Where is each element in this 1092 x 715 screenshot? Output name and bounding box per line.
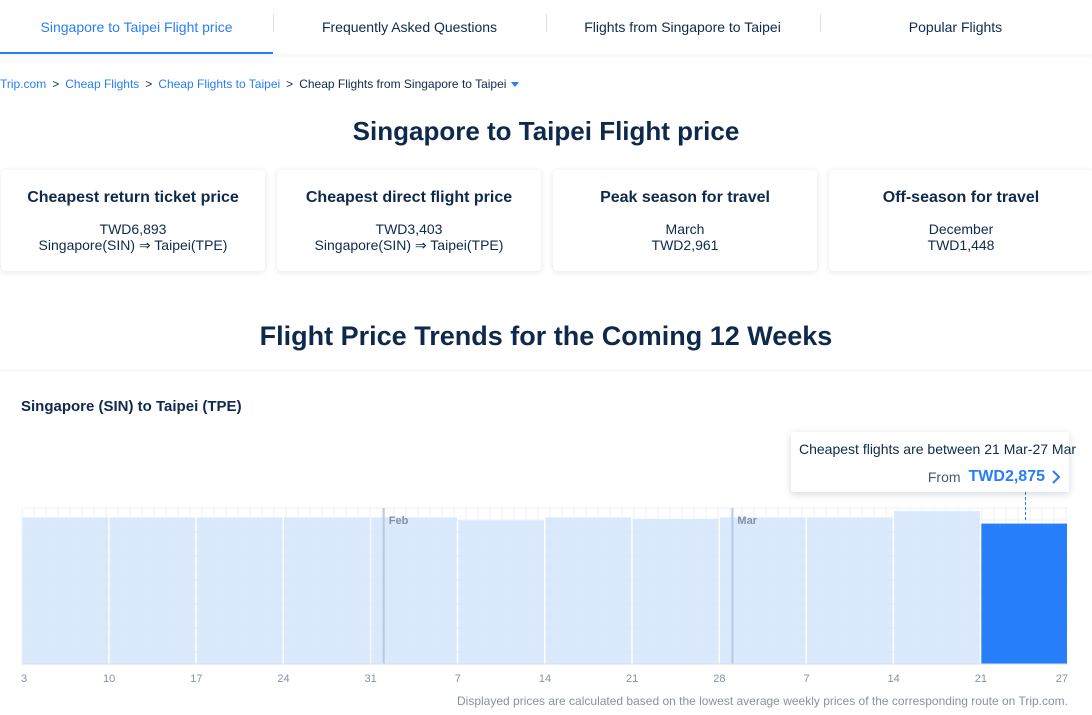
chart-bar [109,517,196,664]
breadcrumb-link-cheap-flights[interactable]: Cheap Flights [65,77,140,91]
tooltip-price: TWD2,875 [968,468,1045,485]
x-tick-label: 21 [626,673,638,685]
breadcrumb: Trip.com > Cheap Flights > Cheap Flights… [0,76,520,92]
price-card-off-season: Off-season for travel December TWD1,448 [829,170,1092,271]
chart-bar-highlight [981,523,1067,664]
card-title: Cheapest return ticket price [27,189,239,206]
tooltip-text: Cheapest flights are between 21 Mar-27 M… [799,441,1077,457]
price-trend-chart: Feb Mar 3 10 17 24 31 7 14 21 28 7 14 21 27 [21,507,1068,685]
tab-flight-price[interactable]: Singapore to Taipei Flight price [0,0,273,54]
x-tick-label: 14 [888,673,900,685]
breadcrumb-link-home[interactable]: Trip.com [0,77,47,91]
tab-divider [273,14,274,32]
card-value: TWD6,893 [99,221,167,237]
card-title: Off-season for travel [882,189,1040,206]
card-value: TWD3,403 [375,221,443,237]
chart-bar [894,511,980,664]
x-tick-label: 7 [455,673,461,685]
caret-down-icon[interactable] [511,81,520,87]
month-marker-label: Feb [389,515,409,527]
breadcrumb-link-cheap-flights-taipei[interactable]: Cheap Flights to Taipei [158,77,281,91]
x-tick-label: 3 [21,673,27,685]
route-label: Singapore (SIN) to Taipei (TPE) [21,398,242,415]
card-detail: Singapore(SIN) ⇒ Taipei(TPE) [38,237,228,253]
cheapest-week-tooltip: Cheapest flights are between 21 Mar-27 M… [791,432,1076,492]
tooltip-from-label: From [927,469,961,485]
chart-bar [632,518,719,664]
chart-bar [719,517,806,664]
breadcrumb-current: Cheap Flights from Singapore to Taipei [299,77,507,91]
card-detail: TWD2,961 [651,237,719,253]
tab-flights-from[interactable]: Flights from Singapore to Taipei [584,19,781,35]
card-title: Peak season for travel [600,189,770,206]
card-detail: Singapore(SIN) ⇒ Taipei(TPE) [314,237,504,253]
card-detail: TWD1,448 [927,237,995,253]
x-tick-label: 21 [975,673,987,685]
card-value: December [928,221,994,237]
chevron-right-icon [1052,470,1061,484]
breadcrumb-separator: > [286,77,294,91]
x-tick-label: 27 [1056,673,1068,685]
chart-bar [22,517,109,664]
tab-divider [820,14,821,32]
chart-bar [371,517,457,664]
tab-faq[interactable]: Frequently Asked Questions [321,19,498,35]
section-tabs: Singapore to Taipei Flight price Frequen… [0,0,1092,54]
chart-bar [807,517,893,664]
x-tick-label: 31 [365,673,377,685]
section-divider [0,370,1092,371]
chart-bar [545,517,632,664]
tab-divider [546,14,547,32]
chart-bar [196,517,283,664]
chart-bar [458,520,544,664]
breadcrumb-separator: > [52,77,60,91]
chart-bar [284,517,370,664]
trends-title: Flight Price Trends for the Coming 12 We… [259,321,833,351]
x-tick-label: 14 [539,673,551,685]
tab-popular-flights[interactable]: Popular Flights [908,19,1003,35]
card-value: March [665,221,705,237]
x-tick-label: 7 [803,673,809,685]
chart-disclaimer: Displayed prices are calculated based on… [457,694,1068,708]
price-card-cheapest-direct: Cheapest direct flight price TWD3,403 Si… [277,170,541,271]
card-title: Cheapest direct flight price [305,189,513,206]
price-card-peak-season: Peak season for travel March TWD2,961 [553,170,817,271]
price-card-cheapest-return: Cheapest return ticket price TWD6,893 Si… [1,170,265,271]
tooltip-pointer-line [1025,492,1026,520]
x-tick-label: 28 [713,673,725,685]
page-title: Singapore to Taipei Flight price [352,116,740,146]
x-tick-label: 24 [277,673,289,685]
month-marker-label: Mar [737,515,757,527]
x-tick-label: 10 [103,673,115,685]
breadcrumb-separator: > [145,77,153,91]
x-tick-label: 17 [190,673,202,685]
tooltip-price-link[interactable]: From TWD2,875 [928,468,1061,486]
